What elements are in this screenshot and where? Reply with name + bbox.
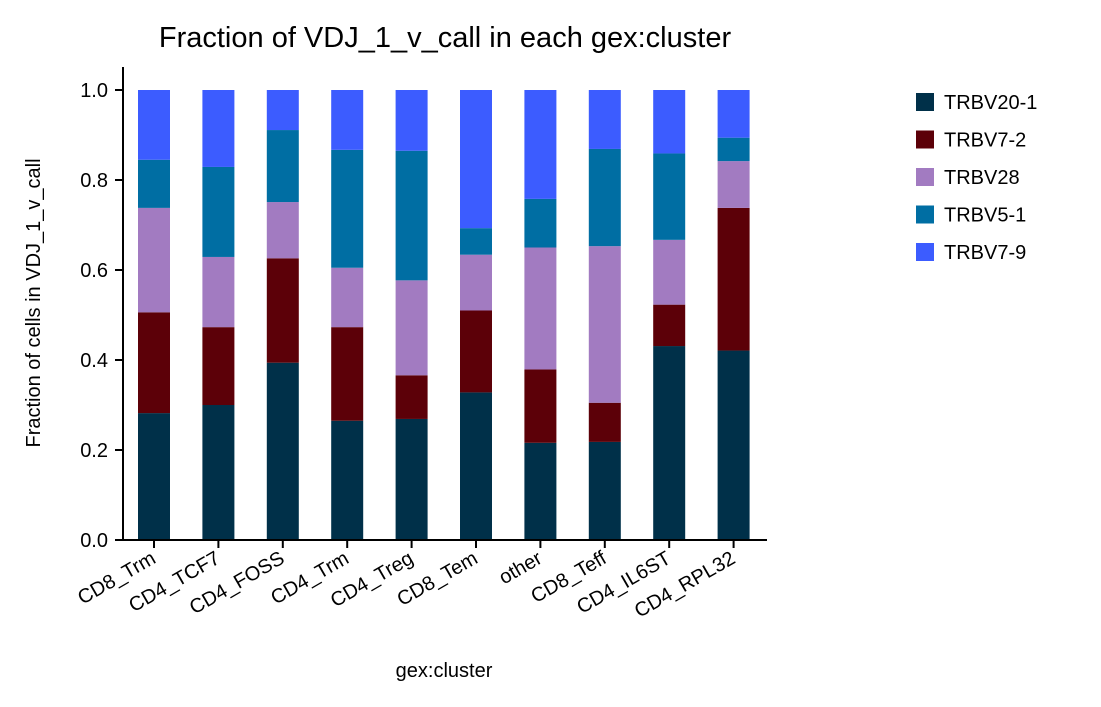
bar-segment-cd4-foss-trbv28 xyxy=(266,202,299,259)
bar-segment-cd4-il6st-trbv28 xyxy=(653,239,686,305)
bar-segment-cd8-trm-trbv20-1 xyxy=(138,413,170,540)
legend: TRBV20-1 TRBV7-2 TRBV28 TRBV5-1 TRBV7-9 xyxy=(916,92,1037,264)
bar-segment-cd4-tcf7-trbv7-2 xyxy=(202,327,235,405)
bar-segment-cd4-treg-trbv7-9 xyxy=(395,90,428,151)
bar-segment-other-trbv7-2 xyxy=(524,369,557,443)
bar-segment-cd4-tcf7-trbv28 xyxy=(202,256,235,328)
legend-swatch xyxy=(916,168,934,186)
bar-segment-cd4-trm-trbv20-1 xyxy=(331,420,364,540)
bar-segment-cd8-teff-trbv7-9 xyxy=(588,90,621,149)
bar-segment-cd8-tem-trbv7-2 xyxy=(460,310,492,393)
bar-segment-cd4-trm-trbv28 xyxy=(331,267,364,328)
bar-segment-cd4-foss-trbv5-1 xyxy=(266,130,299,203)
bar-segment-cd4-tcf7-trbv7-9 xyxy=(202,90,235,167)
bar-segment-cd4-trm-trbv7-9 xyxy=(331,90,364,150)
bar-segment-cd8-trm-trbv7-9 xyxy=(138,90,170,160)
bar-segment-cd8-tem-trbv7-9 xyxy=(460,90,492,229)
bar-segment-cd4-treg-trbv20-1 xyxy=(395,418,428,540)
bar-segment-cd4-foss-trbv20-1 xyxy=(266,362,299,540)
bar-segment-cd8-teff-trbv5-1 xyxy=(588,148,621,247)
y-tick-label: 0.6 xyxy=(80,260,108,282)
bar-segment-cd4-tcf7-trbv5-1 xyxy=(202,166,235,257)
bar-segment-cd4-il6st-trbv7-2 xyxy=(653,304,686,347)
legend-swatch xyxy=(916,205,934,224)
y-tick-label: 1.0 xyxy=(80,80,108,102)
y-tick-label: 0.4 xyxy=(80,350,108,372)
y-ticks-group: 0.0 0.2 0.4 0.6 0.8 1.0 xyxy=(80,80,123,552)
y-tick-label: 0.2 xyxy=(80,440,108,462)
legend-label: TRBV28 xyxy=(944,167,1020,189)
bar-segment-cd8-tem-trbv5-1 xyxy=(460,228,492,255)
bar-segment-cd4-tcf7-trbv20-1 xyxy=(202,405,235,540)
bar-segment-other-trbv5-1 xyxy=(524,198,557,248)
bar-segment-cd4-treg-trbv28 xyxy=(395,280,428,376)
bar-segment-cd8-teff-trbv7-2 xyxy=(588,402,621,442)
legend-label: TRBV7-9 xyxy=(944,242,1026,264)
legend-label: TRBV7-2 xyxy=(944,130,1026,152)
bar-segment-cd4-foss-trbv7-2 xyxy=(266,258,299,363)
bar-segment-cd8-teff-trbv28 xyxy=(588,246,621,403)
legend-label: TRBV20-1 xyxy=(944,92,1037,114)
legend-swatch xyxy=(916,243,934,261)
bar-segment-cd8-trm-trbv28 xyxy=(138,207,170,313)
bar-segment-cd4-rpl32-trbv20-1 xyxy=(717,350,750,540)
bar-segment-cd8-trm-trbv7-2 xyxy=(138,312,170,414)
legend-label: TRBV5-1 xyxy=(944,205,1026,227)
bar-segment-cd4-il6st-trbv7-9 xyxy=(653,90,686,154)
bar-segment-cd4-trm-trbv5-1 xyxy=(331,149,364,268)
bar-segment-cd4-il6st-trbv5-1 xyxy=(653,153,686,240)
bar-segment-cd4-rpl32-trbv5-1 xyxy=(717,137,750,162)
bar-segment-other-trbv28 xyxy=(524,247,557,370)
bar-segment-cd8-teff-trbv20-1 xyxy=(588,441,621,540)
bar-segment-cd4-treg-trbv5-1 xyxy=(395,150,428,281)
y-axis-label: Fraction of cells in VDJ_1_v_call xyxy=(23,158,45,447)
bar-segment-cd4-foss-trbv7-9 xyxy=(266,90,299,131)
bar-segment-cd4-treg-trbv7-2 xyxy=(395,375,428,419)
x-ticks-group: CD8_TrmCD4_TCF7CD4_FOSSCD4_TrmCD4_TregCD… xyxy=(74,540,739,622)
bar-segment-cd8-tem-trbv28 xyxy=(460,254,492,311)
bar-segment-cd8-tem-trbv20-1 xyxy=(460,392,492,540)
y-tick-label: 0.0 xyxy=(80,530,108,552)
bar-segment-cd4-rpl32-trbv7-2 xyxy=(717,207,750,351)
x-axis-label: gex:cluster xyxy=(396,660,493,682)
legend-swatch xyxy=(916,93,934,111)
bar-segment-cd4-trm-trbv7-2 xyxy=(331,327,364,421)
bar-segment-other-trbv20-1 xyxy=(524,442,557,540)
bar-segment-cd8-trm-trbv5-1 xyxy=(138,159,170,208)
bar-segment-cd4-il6st-trbv20-1 xyxy=(653,346,686,540)
bar-segment-cd4-rpl32-trbv28 xyxy=(717,161,750,208)
bar-segment-other-trbv7-9 xyxy=(524,90,557,199)
bar-segment-cd4-rpl32-trbv7-9 xyxy=(717,90,750,138)
y-tick-label: 0.8 xyxy=(80,170,108,192)
bars-group xyxy=(138,90,750,540)
legend-swatch xyxy=(916,130,934,149)
chart-title: Fraction of VDJ_1_v_call in each gex:clu… xyxy=(159,22,732,54)
